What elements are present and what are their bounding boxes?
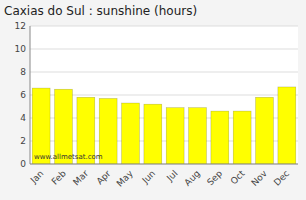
bar bbox=[144, 104, 162, 164]
bars bbox=[32, 87, 296, 164]
chart: Caxias do Sul : sunshine (hours) 0 2 4 6 8 10 1… bbox=[0, 0, 306, 200]
x-tick-label: Sep bbox=[205, 168, 224, 187]
x-tick-label: Oct bbox=[229, 168, 247, 186]
y-tick-label: 10 bbox=[15, 44, 27, 54]
x-tick-label: Apr bbox=[94, 168, 112, 186]
y-tick-label: 12 bbox=[15, 21, 26, 31]
bar bbox=[166, 108, 184, 164]
y-tick-label: 2 bbox=[20, 136, 26, 146]
bar bbox=[256, 97, 274, 164]
bar bbox=[278, 87, 296, 164]
grid-line bbox=[30, 72, 298, 73]
annotation: www.allmetsat.com bbox=[34, 153, 103, 161]
x-tick-label: May bbox=[115, 168, 136, 189]
chart-container: Caxias do Sul : sunshine (hours) 0 2 4 6 8 10 1… bbox=[0, 0, 306, 200]
bar bbox=[122, 103, 140, 164]
x-tick-label: Dec bbox=[272, 168, 291, 187]
x-tick-label: Jul bbox=[164, 168, 179, 183]
x-tick-label: Aug bbox=[182, 168, 202, 188]
y-tick-label: 8 bbox=[20, 67, 26, 77]
grid-line bbox=[30, 49, 298, 50]
x-tick-label: Jun bbox=[140, 168, 158, 186]
grid-line bbox=[30, 164, 298, 165]
bar bbox=[233, 111, 251, 164]
grid-line bbox=[30, 26, 298, 27]
y-tick-label: 6 bbox=[20, 90, 26, 100]
x-tick-label: Feb bbox=[50, 168, 69, 187]
x-axis bbox=[30, 164, 298, 165]
x-tick-label: Mar bbox=[71, 168, 90, 187]
x-tick-label: Nov bbox=[249, 168, 269, 188]
y-tick-label: 0 bbox=[20, 159, 26, 169]
title: Caxias do Sul : sunshine (hours) bbox=[4, 4, 197, 18]
y-axis bbox=[30, 26, 31, 164]
bar bbox=[189, 108, 207, 164]
bar bbox=[211, 111, 229, 164]
plot-background bbox=[30, 26, 298, 164]
x-tick-label: Jan bbox=[28, 168, 46, 186]
y-tick-label: 4 bbox=[20, 113, 26, 123]
